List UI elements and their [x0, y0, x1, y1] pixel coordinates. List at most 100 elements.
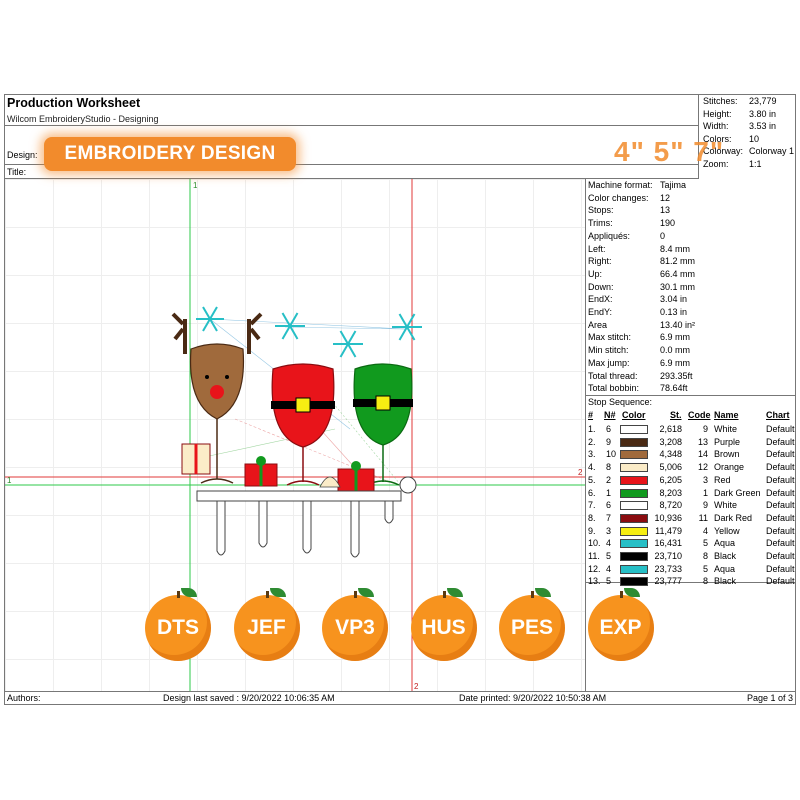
- machine-row: Appliqués: 0: [588, 231, 793, 243]
- machine-label: Max jump:: [588, 357, 630, 368]
- machine-value: 13: [660, 205, 671, 216]
- row-code: 5: [702, 563, 708, 574]
- row-chart: Default: [766, 512, 795, 523]
- red-wine-glass: [271, 363, 335, 486]
- leaf-icon: [623, 588, 640, 597]
- embroidery-design-banner: EMBROIDERY DESIGN: [44, 137, 296, 171]
- stat-value: 1:1: [749, 158, 762, 169]
- machine-row: Trims: 190: [588, 218, 793, 230]
- machine-label: Up:: [588, 268, 603, 279]
- leaf-icon: [535, 588, 551, 597]
- worksheet-footer: Authors: Design last saved : 9/20/2022 1…: [5, 691, 795, 705]
- format-label: JEF: [247, 616, 286, 639]
- machine-label: Total bobbin:: [588, 383, 640, 394]
- row-num: 6.: [588, 487, 596, 498]
- machine-value: 190: [660, 218, 676, 229]
- row-num: 12.: [588, 563, 601, 574]
- leaf-icon: [358, 588, 374, 597]
- machine-label: Right:: [588, 256, 612, 267]
- row-stitches: 10,936: [654, 512, 682, 523]
- row-code: 11: [698, 512, 708, 523]
- stem-icon: [265, 591, 269, 598]
- machine-label: Area: [588, 319, 608, 330]
- stat-row: Zoom: 1:1: [703, 159, 795, 169]
- col-header-n: N#: [604, 410, 616, 420]
- machine-value: 293.35ft: [660, 370, 693, 381]
- stat-label: Colors:: [703, 133, 732, 144]
- stem-icon: [619, 591, 623, 598]
- row-code: 9: [702, 500, 708, 511]
- design-canvas[interactable]: 1 1 2 2: [5, 179, 586, 691]
- row-num: 11.: [588, 551, 600, 561]
- row-stitches: 23,710: [654, 551, 682, 561]
- color-swatch: [620, 463, 648, 473]
- machine-row: Area 13.40 in²: [588, 320, 793, 332]
- col-header-num: #: [588, 410, 594, 420]
- stem-icon: [531, 591, 534, 598]
- machine-row: Min stitch: 0.0 mm: [588, 345, 793, 357]
- machine-label: EndY:: [588, 307, 613, 317]
- last-saved: Design last saved : 9/20/2022 10:06:35 A…: [163, 693, 335, 703]
- table-row: 7. 6 8,720 9 White Default: [586, 500, 795, 513]
- row-stitches: 8,203: [659, 487, 682, 498]
- format-badge-exp: EXP: [587, 588, 654, 661]
- machine-value: 8.4 mm: [660, 243, 691, 254]
- color-swatch: [620, 513, 648, 523]
- machine-row: Left: 8.4 mm: [588, 244, 793, 256]
- col-header-name: Name: [714, 410, 739, 420]
- row-n: 6: [606, 424, 612, 434]
- row-stitches: 23,777: [654, 576, 682, 587]
- color-swatch: [620, 425, 648, 434]
- row-name: Dark Green: [714, 487, 761, 498]
- row-name: Purple: [714, 436, 741, 447]
- row-n: 9: [606, 436, 612, 447]
- row-name: Red: [714, 474, 731, 485]
- format-badge-pes: PES: [499, 588, 565, 661]
- machine-label: Stops:: [588, 205, 614, 216]
- machine-value: 0: [660, 230, 666, 241]
- row-n: 1: [606, 487, 612, 498]
- leaf-icon: [181, 588, 197, 597]
- col-header-code: Code: [688, 410, 711, 420]
- page-number: Page 1 of 3: [747, 693, 794, 703]
- row-num: 4.: [588, 462, 596, 473]
- worksheet-title: Production Worksheet: [7, 96, 141, 110]
- row-stitches: 2,618: [659, 424, 682, 434]
- reindeer-glass: [171, 312, 263, 484]
- row-code: 12: [697, 462, 708, 473]
- table-row: 11. 5 23,710 8 Black Default: [586, 551, 795, 564]
- table-row: 10. 4 16,431 5 Aqua Default: [586, 538, 795, 551]
- machine-value: Tajima: [660, 180, 687, 190]
- color-swatch: [620, 437, 648, 447]
- format-label: VP3: [335, 616, 375, 639]
- stat-row: Colors: 10: [703, 134, 795, 144]
- stat-label: Height:: [703, 108, 732, 119]
- machine-row: Color changes: 12: [588, 193, 793, 205]
- row-chart: Default: [766, 462, 795, 473]
- guide-label-right: 2: [578, 468, 583, 477]
- machine-label: Appliqués:: [588, 230, 631, 241]
- date-printed: Date printed: 9/20/2022 10:50:38 AM: [459, 693, 607, 703]
- color-swatch: [620, 501, 648, 511]
- format-badge-jef: JEF: [233, 588, 300, 661]
- machine-value: 0.0 mm: [660, 345, 691, 356]
- machine-label: Color changes:: [588, 192, 649, 203]
- row-name: Orange: [714, 462, 745, 473]
- row-stitches: 3,208: [659, 436, 682, 447]
- row-num: 13.: [588, 576, 601, 587]
- stat-value: 10: [749, 133, 760, 144]
- table-row: 13. 5 23,777 8 Black Default: [586, 576, 795, 589]
- machine-label: Total thread:: [588, 370, 638, 381]
- color-swatch: [620, 577, 648, 587]
- stat-value: 3.80 in: [749, 108, 777, 119]
- row-chart: Default: [766, 487, 795, 498]
- row-chart: Default: [766, 538, 795, 549]
- row-code: 3: [702, 474, 708, 485]
- row-chart: Default: [766, 474, 795, 485]
- stat-row: Width: 3.53 in: [703, 121, 795, 131]
- machine-label: Machine format:: [588, 180, 653, 190]
- row-n: 4: [606, 538, 612, 549]
- stat-value: 3.53 in: [749, 121, 777, 131]
- table-row: 3. 10 4,348 14 Brown Default: [586, 449, 795, 462]
- row-name: Yellow: [714, 525, 740, 536]
